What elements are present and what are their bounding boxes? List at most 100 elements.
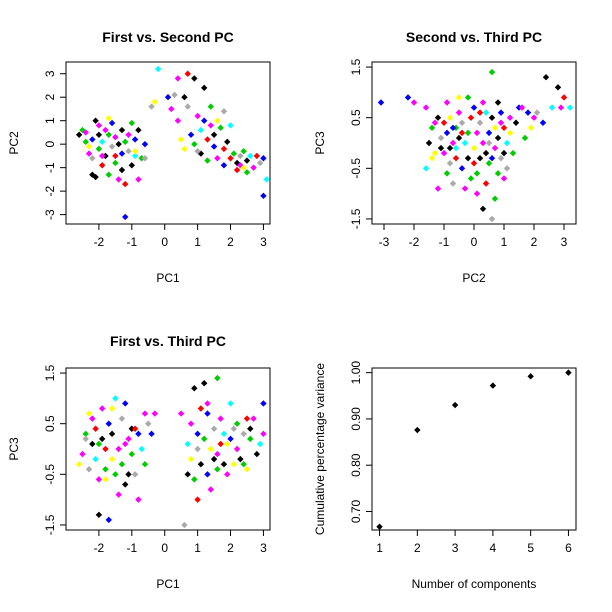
data-point bbox=[95, 476, 103, 483]
x-tick-label: 2 bbox=[227, 235, 234, 249]
data-point bbox=[98, 152, 106, 160]
x-tick-label: -1 bbox=[439, 235, 450, 249]
x-tick-label: -3 bbox=[379, 235, 390, 249]
y-tick-label: -1.5 bbox=[43, 514, 57, 535]
data-point bbox=[85, 466, 93, 473]
data-point bbox=[554, 84, 562, 91]
x-tick-label: 3 bbox=[260, 235, 267, 249]
data-point bbox=[455, 94, 463, 101]
data-point bbox=[145, 420, 152, 427]
data-point bbox=[95, 122, 103, 129]
data-point bbox=[443, 170, 451, 177]
data-point bbox=[437, 144, 445, 152]
data-point bbox=[197, 150, 205, 157]
data-point bbox=[102, 445, 109, 453]
data-point bbox=[434, 114, 442, 121]
data-point bbox=[530, 114, 538, 121]
data-point bbox=[473, 170, 481, 177]
data-point bbox=[467, 114, 475, 121]
x-tick-label: 6 bbox=[565, 541, 572, 555]
data-point bbox=[470, 144, 478, 152]
data-point bbox=[194, 445, 201, 453]
data-point bbox=[105, 516, 112, 524]
panel-1: First vs. Second PC -2 -1 0 1 2 3 -3 -2 -1 0 1 2 3 PC1… bbox=[7, 29, 271, 285]
data-point bbox=[89, 171, 96, 178]
x-tick-label: 0 bbox=[471, 235, 478, 249]
data-point bbox=[422, 165, 430, 172]
data-point bbox=[85, 143, 93, 150]
x-tick-label: -2 bbox=[94, 235, 105, 249]
data-point bbox=[128, 162, 136, 169]
data-point bbox=[141, 140, 149, 148]
data-point bbox=[187, 455, 195, 463]
data-point bbox=[214, 374, 221, 382]
data-point bbox=[210, 425, 218, 432]
data-point bbox=[98, 435, 106, 443]
data-point bbox=[485, 129, 493, 137]
data-point bbox=[95, 145, 103, 153]
data-point bbox=[542, 73, 550, 81]
data-point bbox=[131, 152, 139, 160]
data-point bbox=[204, 410, 211, 417]
x-axis-label: Number of components bbox=[412, 577, 537, 591]
data-point bbox=[108, 143, 116, 150]
data-point bbox=[82, 430, 89, 438]
data-point bbox=[187, 131, 195, 138]
data-point bbox=[233, 166, 241, 174]
data-point bbox=[118, 415, 126, 422]
data-point bbox=[171, 91, 178, 99]
data-point bbox=[224, 471, 231, 478]
data-point bbox=[85, 150, 93, 157]
data-point bbox=[89, 155, 96, 162]
data-point bbox=[177, 410, 185, 417]
data-point bbox=[489, 382, 497, 389]
data-point bbox=[428, 124, 436, 132]
data-point bbox=[243, 415, 251, 422]
data-point bbox=[458, 129, 466, 137]
data-point bbox=[98, 162, 106, 169]
data-point bbox=[204, 136, 211, 143]
data-point bbox=[449, 139, 457, 147]
data-point bbox=[497, 154, 505, 162]
y-tick-label: -2 bbox=[43, 185, 57, 196]
data-point bbox=[497, 119, 505, 126]
data-point bbox=[135, 126, 142, 134]
data-point bbox=[122, 400, 129, 407]
data-point bbox=[230, 425, 238, 432]
data-point bbox=[256, 440, 264, 448]
data-point bbox=[122, 481, 129, 488]
data-point bbox=[112, 471, 119, 478]
data-point bbox=[125, 148, 132, 155]
points bbox=[75, 65, 270, 221]
data-point bbox=[461, 139, 469, 147]
data-point bbox=[446, 144, 454, 152]
x-tick-label: 2 bbox=[227, 541, 234, 555]
y-tick-label: -1 bbox=[43, 162, 57, 173]
data-point bbox=[250, 164, 257, 171]
data-point bbox=[191, 385, 198, 392]
data-point bbox=[440, 119, 448, 126]
data-point bbox=[539, 119, 547, 126]
y-tick-label: 1.00 bbox=[349, 361, 363, 385]
y-axis-label: Cumulative percentage variance bbox=[313, 363, 327, 535]
x-tick-label: 3 bbox=[561, 235, 568, 249]
data-point bbox=[428, 154, 436, 162]
x-tick-label: 2 bbox=[414, 541, 421, 555]
data-point bbox=[174, 75, 182, 82]
data-point bbox=[479, 139, 487, 147]
data-point bbox=[131, 148, 139, 155]
data-point bbox=[214, 117, 221, 124]
data-point bbox=[458, 119, 466, 126]
data-point bbox=[125, 435, 132, 443]
x-tick-label: 1 bbox=[194, 541, 201, 555]
data-point bbox=[533, 109, 541, 116]
data-point bbox=[452, 154, 460, 162]
data-point bbox=[191, 476, 198, 483]
data-point bbox=[115, 445, 122, 453]
data-point bbox=[458, 165, 466, 172]
data-point bbox=[260, 192, 267, 200]
data-point bbox=[473, 129, 481, 137]
data-point bbox=[125, 131, 132, 138]
chart-title: Second vs. Third PC bbox=[406, 29, 542, 45]
data-point bbox=[446, 160, 454, 167]
